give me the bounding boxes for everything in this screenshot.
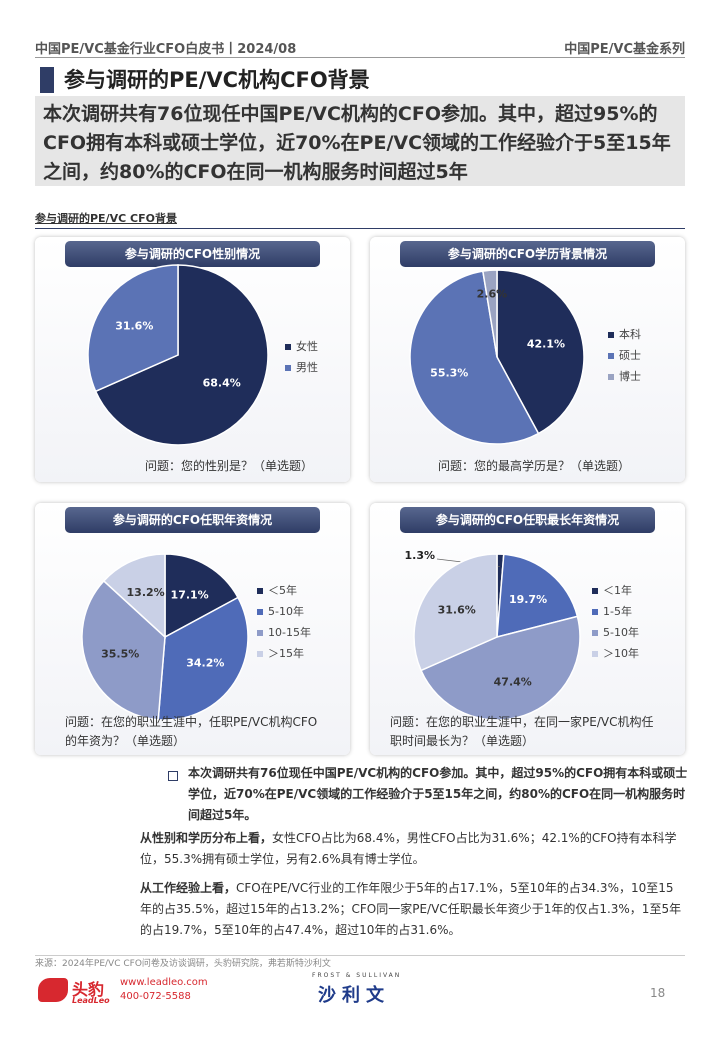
chart-title: 参与调研的CFO性别情况 (65, 241, 320, 267)
legend-label: 5-10年 (268, 604, 304, 618)
data-label: 31.6% (438, 604, 476, 617)
paragraph: 从性别和学历分布上看，女性CFO占比为68.4%，男性CFO占比为31.6%；4… (140, 828, 685, 949)
pie-slice (87, 264, 179, 393)
question: 问题：您的最高学历是？（单选题） (438, 459, 631, 473)
legend-label: ＞10年 (603, 646, 639, 660)
partner-en: FROST & SULLIVAN (312, 972, 402, 979)
legend-marker (592, 651, 598, 657)
data-label: 35.5% (101, 648, 139, 661)
paragraph: 本次调研共有76位现任中国PE/VC机构的CFO参加。其中，超过95%的CFO拥… (188, 763, 688, 834)
paragraph-lead: 从工作经验上看， (140, 881, 237, 895)
legend-label: 1-5年 (603, 604, 632, 618)
chart-title: 参与调研的CFO任职年资情况 (65, 507, 320, 533)
legend-marker (608, 332, 614, 338)
legend-label: 硕士 (619, 349, 641, 362)
pie-slice (164, 553, 240, 639)
website: www.leadleo.com (120, 977, 208, 988)
question: 问题：您的性别是？（单选题） (145, 459, 314, 473)
chart: 17.1% 34.2% 35.5% 13.2% ＜5年 5-10年 10-15年 ＞15年 (81, 553, 311, 721)
legend-marker (257, 588, 263, 594)
chart: 1.3% 19.7% 47.4% 31.6% ＜1年 1-5年 5-10年 ＞10年 (404, 549, 639, 721)
legend-marker (592, 630, 598, 636)
phone: 400-072-5588 (120, 991, 191, 1002)
chart-box: 参与调研的CFO任职年资情况 17.1% 34.2% 35.5% 13.2% ＜5年 5-… (35, 503, 350, 755)
legend-marker (257, 651, 263, 657)
chart-title: 参与调研的CFO学历背景情况 (400, 241, 655, 267)
legend-label: ＜1年 (603, 583, 632, 597)
legend-marker (592, 609, 598, 615)
data-label: 34.2% (186, 656, 224, 669)
data-label: 31.6% (115, 319, 153, 332)
header-left: 中国PE/VC基金行业CFO白皮书丨2024/08 (35, 42, 297, 57)
bullet-icon (168, 766, 182, 781)
legend-label: 5-10年 (603, 625, 639, 639)
header-right: 中国PE/VC基金系列 (564, 42, 685, 57)
pie-slice (102, 553, 166, 639)
data-label: 17.1% (171, 589, 209, 602)
chart-box: 参与调研的CFO任职最长年资情况 1.3% 19.7% 47.4% 31.6% ＜1年 1… (370, 503, 685, 755)
question: 问题：在您的职业生涯中，任职PE/VC机构CFO的年资为？（单选题） (65, 715, 318, 748)
logo-icon (38, 978, 68, 1002)
pie-slice (496, 269, 585, 435)
pie-slice (81, 579, 166, 721)
footer-rule (35, 955, 685, 956)
legend-marker (285, 365, 291, 371)
pie-slice (413, 553, 498, 672)
pie-slice (94, 264, 269, 446)
section-label: 参与调研的PE/VC CFO背景 (35, 212, 177, 225)
legend-label: 本科 (619, 327, 641, 341)
legend-marker (257, 630, 263, 636)
chart-box: 参与调研的CFO学历背景情况 42.1% 55.3% 2.6% 本科硕士博士 问题：您… (370, 237, 685, 482)
legend-label: 博士 (619, 370, 641, 383)
chart-title: 参与调研的CFO任职最长年资情况 (400, 507, 655, 533)
data-label: 47.4% (494, 675, 532, 688)
legend-label: 10-15年 (268, 625, 311, 639)
section-rule (35, 228, 685, 229)
paragraph-text: 本次调研共有76位现任中国PE/VC机构的CFO参加。其中，超过95%的CFO拥… (188, 766, 688, 822)
pie-slice (409, 270, 540, 445)
pie-slice (481, 269, 498, 358)
data-label: 68.4% (203, 377, 241, 390)
paragraph-body: CFO在PE/VC行业的工作年限少于5年的占17.1%，5至10年的占34.3%… (140, 881, 682, 937)
title: 参与调研的PE/VC机构CFO背景 (64, 68, 370, 92)
legend-marker (608, 353, 614, 359)
data-label: 2.6% (477, 288, 508, 301)
pie-slice (420, 615, 581, 721)
legend-marker (257, 609, 263, 615)
legend-marker (592, 588, 598, 594)
legend-marker (608, 374, 614, 380)
source: 来源：2024年PE/VC CFO问卷及访谈调研，头豹研究院，弗若斯特沙利文 (35, 959, 331, 969)
data-label: 55.3% (430, 366, 468, 379)
paragraph-text: 从性别和学历分布上看，女性CFO占比为68.4%，男性CFO占比为31.6%；4… (140, 828, 685, 870)
data-label: 1.3% (404, 549, 435, 562)
legend-label: ＜5年 (268, 583, 297, 597)
paragraph-text: 从工作经验上看，CFO在PE/VC行业的工作年限少于5年的占17.1%，5至10… (140, 878, 685, 941)
legend-label: 男性 (296, 360, 318, 374)
partner: 沙利文 (318, 985, 390, 1006)
data-label: 13.2% (127, 586, 165, 599)
paragraph-lead: 从性别和学历分布上看， (140, 831, 273, 845)
title-marker (40, 67, 54, 93)
paragraph-body: 女性CFO占比为68.4%，男性CFO占比为31.6%；42.1%的CFO持有本… (140, 831, 677, 866)
chart-box: 参与调研的CFO性别情况 68.4% 31.6% 女性男性 问题：您的性别是？（单选… (35, 237, 350, 482)
logo-en: LeadLeo (72, 996, 110, 1005)
page-number: 18 (650, 986, 666, 1000)
pie-slice (157, 596, 249, 721)
data-label: 19.7% (509, 593, 547, 606)
header-rule (35, 57, 685, 58)
pie-slice (496, 553, 579, 638)
legend-marker (285, 344, 291, 350)
summary: 本次调研共有76位现任中国PE/VC机构的CFO参加。其中，超过95%的CFO拥… (35, 96, 685, 186)
question: 问题：在您的职业生涯中，在同一家PE/VC机构任职时间最长为？（单选题） (390, 715, 654, 748)
legend-label: ＞15年 (268, 646, 304, 660)
data-label: 42.1% (527, 338, 565, 351)
logo: 头豹 (72, 980, 105, 999)
legend-label: 女性 (296, 339, 318, 353)
